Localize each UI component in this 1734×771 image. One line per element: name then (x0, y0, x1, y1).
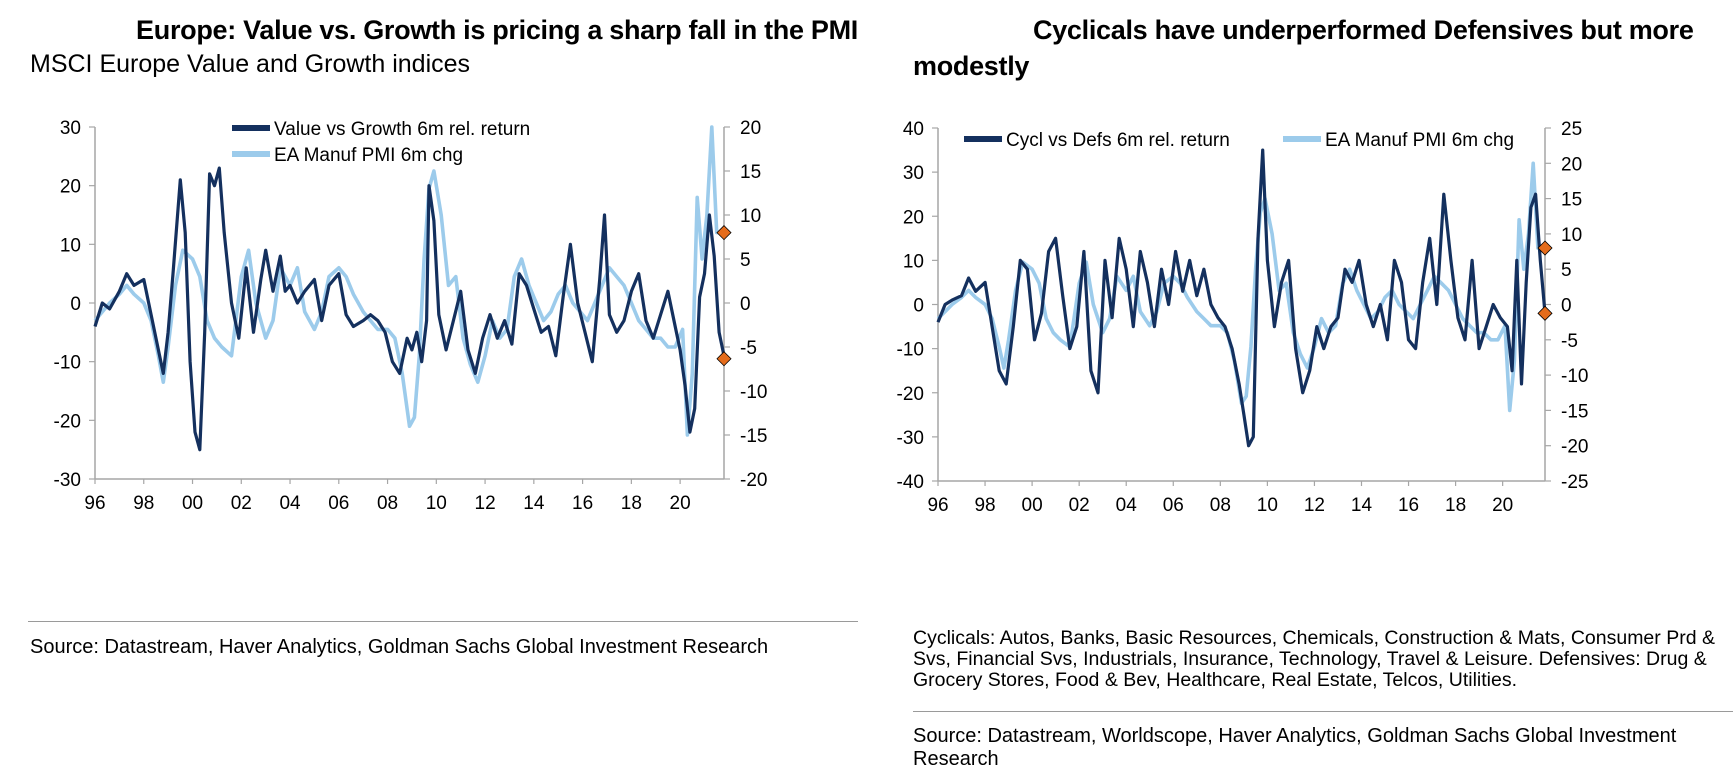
right-x-tick-label: 16 (1398, 495, 1419, 516)
right-x-tick-label: 96 (927, 495, 948, 516)
right-x-tick-label: 12 (1304, 495, 1325, 516)
left-right-tick-label: 5 (740, 250, 751, 271)
left-divider (28, 621, 858, 622)
left-x-tick-label: 14 (523, 493, 545, 514)
right-left-tick-label: -10 (897, 340, 924, 361)
left-left-tick-label: -30 (54, 470, 81, 491)
right-left-tick-label: -30 (897, 428, 924, 449)
right-left-tick-label: 20 (903, 207, 924, 228)
right-end-marker (1537, 240, 1553, 256)
left-end-marker (716, 225, 732, 241)
right-x-tick-label: 08 (1210, 495, 1231, 516)
right-x-tick-label: 02 (1069, 495, 1090, 516)
left-x-tick-label: 18 (621, 493, 642, 514)
left-right-tick-label: 0 (740, 294, 751, 315)
left-right-tick-label: -15 (740, 426, 767, 447)
right-left-tick-label: 30 (903, 163, 924, 184)
right-right-tick-label: -25 (1561, 472, 1588, 493)
left-legend-value-growth-label: Value vs Growth 6m rel. return (274, 119, 530, 140)
right-left-tick-label: -20 (897, 384, 924, 405)
left-legend-pmi-label: EA Manuf PMI 6m chg (274, 145, 463, 166)
right-right-tick-label: 15 (1561, 190, 1582, 211)
right-left-tick-label: 10 (903, 251, 924, 272)
left-light-series-line (93, 125, 724, 437)
left-chart: 30 20 10 0 -10 -20 -30 20 15 10 5 0 -5 -10 -15 -20 96 98 0… (54, 118, 768, 514)
right-left-tick-label: 0 (913, 296, 924, 317)
left-x-tick-label: 96 (84, 493, 105, 514)
right-chart-title: Cyclicals have underperformed Defensives… (913, 15, 1694, 81)
right-right-tick-label: -10 (1561, 366, 1588, 387)
left-end-marker (716, 351, 732, 367)
right-right-tick-label: 25 (1561, 119, 1582, 140)
left-left-tick-label: -20 (54, 411, 81, 432)
right-right-tick-label: -20 (1561, 437, 1588, 458)
right-x-tick-label: 00 (1022, 495, 1043, 516)
left-left-tick-label: 0 (70, 294, 81, 315)
right-right-tick-label: 10 (1561, 225, 1582, 246)
left-x-tick-label: 04 (279, 493, 301, 514)
right-left-tick-label: 40 (903, 119, 924, 140)
left-chart-title: Europe: Value vs. Growth is pricing a sh… (136, 15, 858, 45)
left-right-tick-label: -10 (740, 382, 767, 403)
left-left-tick-label: 30 (60, 118, 81, 139)
left-x-tick-label: 16 (572, 493, 593, 514)
right-x-tick-label: 20 (1492, 495, 1513, 516)
left-right-tick-label: 20 (740, 118, 761, 139)
left-right-tick-label: 15 (740, 162, 761, 183)
right-x-tick-label: 06 (1163, 495, 1184, 516)
right-right-tick-label: -15 (1561, 401, 1588, 422)
left-right-tick-label: 10 (740, 206, 761, 227)
right-right-tick-label: 20 (1561, 154, 1582, 175)
right-right-tick-label: -5 (1561, 331, 1578, 352)
left-x-tick-label: 00 (182, 493, 203, 514)
right-x-tick-label: 14 (1351, 495, 1373, 516)
right-panel: Cyclicals have underperformed Defensives… (897, 0, 1734, 770)
right-chart: 40 30 20 10 0 -10 -20 -30 -40 25 20 15 10 5 0 -5 -10 -15 -… (897, 119, 1589, 516)
left-chart-subtitle: MSCI Europe Value and Growth indices (30, 50, 471, 78)
right-legend-cycl-defs-label: Cycl vs Defs 6m rel. return (1006, 130, 1230, 151)
left-left-tick-label: -10 (54, 353, 81, 374)
right-right-tick-label: 5 (1561, 260, 1572, 281)
right-x-tick-label: 04 (1116, 495, 1138, 516)
right-left-tick-label: -40 (897, 472, 924, 493)
left-right-tick-label: -20 (740, 470, 767, 491)
right-x-tick-label: 98 (974, 495, 995, 516)
left-panel: Europe: Value vs. Growth is pricing a sh… (0, 0, 870, 753)
right-right-tick-label: 0 (1561, 296, 1572, 317)
left-x-tick-label: 06 (328, 493, 349, 514)
left-x-tick-label: 12 (475, 493, 496, 514)
left-dark-series-line (93, 166, 726, 452)
right-x-tick-label: 18 (1445, 495, 1466, 516)
left-right-tick-label: -5 (740, 338, 757, 359)
right-x-tick-label: 10 (1257, 495, 1278, 516)
right-legend-pmi-label: EA Manuf PMI 6m chg (1325, 130, 1514, 151)
left-x-tick-label: 98 (133, 493, 154, 514)
left-left-tick-label: 20 (60, 177, 81, 198)
left-x-tick-label: 20 (670, 493, 691, 514)
left-x-tick-label: 10 (426, 493, 447, 514)
right-source: Source: Datastream, Worldscope, Haver An… (913, 725, 1677, 770)
left-x-tick-label: 08 (377, 493, 398, 514)
right-note: Cyclicals: Autos, Banks, Basic Resources… (913, 627, 1715, 691)
left-x-tick-label: 02 (231, 493, 252, 514)
right-dark-series-line (936, 148, 1547, 448)
right-divider (913, 711, 1733, 712)
left-left-tick-label: 10 (60, 235, 81, 256)
right-end-marker (1537, 305, 1553, 321)
left-source: Source: Datastream, Haver Analytics, Gol… (30, 636, 769, 658)
